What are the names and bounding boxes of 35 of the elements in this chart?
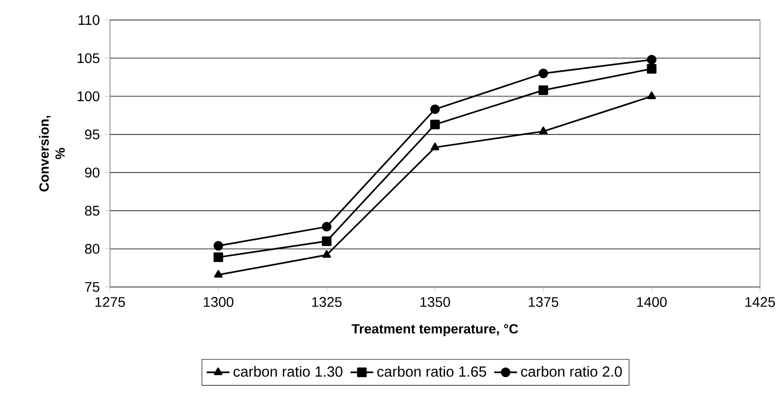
point — [214, 270, 223, 278]
x-tick-label: 1425 — [745, 297, 775, 307]
y-tick-label: 85 — [85, 206, 100, 216]
point — [646, 64, 656, 74]
x-tick-label: 1350 — [420, 297, 450, 307]
y-tick-label: 95 — [85, 129, 100, 140]
y-tick-label: 100 — [78, 91, 100, 102]
y-tick-label: 110 — [78, 15, 100, 25]
point — [539, 126, 548, 134]
y-tick-label: 75 — [85, 282, 100, 292]
point — [430, 142, 440, 150]
x-tick-label: 1400 — [637, 297, 667, 307]
point — [538, 85, 548, 95]
y-tick-label: 105 — [78, 53, 100, 64]
legend-label: carbon ratio 1.65 — [377, 366, 486, 377]
point — [538, 68, 548, 78]
x-tick-label: 1325 — [312, 297, 342, 307]
point — [214, 252, 224, 262]
point — [647, 91, 656, 100]
legend-label: carbon ratio 1.30 — [234, 366, 342, 377]
y-axis-title: Conversion, % — [39, 116, 65, 192]
x-tick-label: 1275 — [96, 297, 125, 307]
legend-label: carbon ratio 2.0 — [521, 366, 622, 377]
x-axis-title: Treatment temperature, °C — [352, 324, 518, 336]
x-tick-label: 1300 — [204, 297, 234, 307]
point — [430, 104, 440, 114]
point — [646, 54, 656, 64]
y-tick-label: 80 — [85, 244, 100, 254]
point — [322, 250, 331, 258]
point — [214, 240, 224, 251]
point — [322, 222, 332, 232]
y-tick-label: 90 — [85, 168, 100, 178]
point — [322, 236, 332, 246]
x-tick-label: 1375 — [528, 297, 558, 307]
point — [430, 120, 440, 130]
